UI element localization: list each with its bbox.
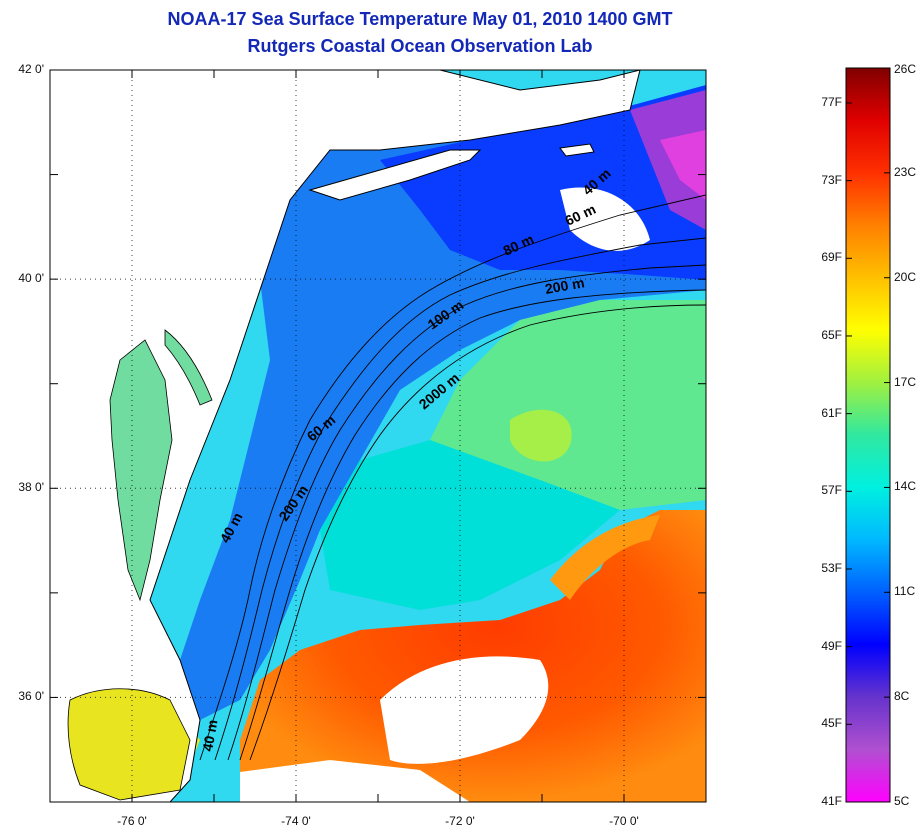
contour-label: 40 m xyxy=(199,718,220,752)
cloud-patch xyxy=(560,187,650,251)
latitude-label: 36 0' xyxy=(18,689,44,704)
longitude-label: -70 0' xyxy=(609,814,639,828)
celsius-label: 8C xyxy=(894,689,910,704)
celsius-label: 11C xyxy=(894,584,916,599)
fahrenheit-label: 57F xyxy=(821,483,842,498)
fahrenheit-label: 77F xyxy=(821,94,842,109)
warm-filament xyxy=(550,515,660,600)
gulf-stream xyxy=(240,510,706,802)
fahrenheit-label: 65F xyxy=(821,327,842,342)
map-title: NOAA-17 Sea Surface Temperature May 01, … xyxy=(167,9,673,29)
fahrenheit-label: 49F xyxy=(821,638,842,653)
longitude-label: -76 0' xyxy=(117,814,147,828)
islands-ne xyxy=(559,143,595,157)
celsius-label: 20C xyxy=(894,269,917,284)
teal-band xyxy=(320,440,620,610)
fahrenheit-label: 69F xyxy=(821,250,842,265)
celsius-label: 17C xyxy=(894,374,917,389)
pamlico-water xyxy=(67,688,191,801)
celsius-label: 14C xyxy=(894,479,917,494)
chesapeake-water xyxy=(109,339,173,602)
celsius-label: 5C xyxy=(894,794,910,808)
fahrenheit-label: 61F xyxy=(821,405,842,420)
celsius-label: 23C xyxy=(894,164,917,179)
cloud-patch xyxy=(240,760,470,802)
graticule xyxy=(50,69,706,802)
frame-ticks xyxy=(49,69,707,803)
coldest-core xyxy=(660,130,706,200)
coldest-patch xyxy=(630,90,706,230)
bathymetry-contours xyxy=(199,194,706,761)
cloud-patch xyxy=(380,656,549,764)
delaware-bay xyxy=(164,329,213,406)
longitude-label: -74 0' xyxy=(281,814,311,828)
colorbar-ticks xyxy=(846,67,890,803)
slope-water xyxy=(430,300,706,510)
colorbar xyxy=(845,67,891,803)
fahrenheit-label: 73F xyxy=(821,172,842,187)
green-eddy xyxy=(510,409,572,462)
fahrenheit-label: 41F xyxy=(821,794,842,808)
long-island xyxy=(308,149,482,201)
latitude-label: 38 0' xyxy=(18,480,44,495)
contour-label: 200 m xyxy=(544,274,586,297)
celsius-label: 26C xyxy=(894,62,917,76)
fahrenheit-label: 53F xyxy=(821,560,842,575)
land-mass xyxy=(50,70,641,802)
longitude-label: -72 0' xyxy=(445,814,475,828)
fahrenheit-label: 45F xyxy=(821,716,842,731)
latitude-label: 42 0' xyxy=(18,62,44,76)
map-subtitle: Rutgers Coastal Ocean Observation Lab xyxy=(247,36,593,56)
latitude-label: 40 0' xyxy=(18,271,44,286)
